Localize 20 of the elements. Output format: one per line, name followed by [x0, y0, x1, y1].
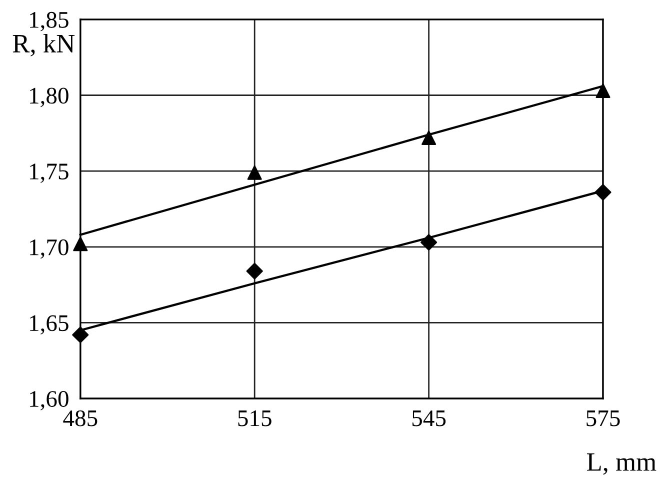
- point: [596, 83, 610, 98]
- y-tick-label: 1,60: [30, 391, 68, 410]
- x-tick-label: 485: [63, 410, 98, 426]
- point: [420, 234, 438, 251]
- point: [422, 130, 436, 145]
- x-tick-label: 545: [412, 410, 446, 426]
- x-tick-label: 575: [586, 410, 620, 426]
- x-axis-title: L, mm: [586, 453, 656, 475]
- y-tick-label: 1,65: [30, 315, 68, 335]
- point: [594, 184, 612, 201]
- point: [247, 165, 262, 180]
- y-axis-title: R, kN: [12, 34, 75, 56]
- y-tick-label: 1,75: [30, 164, 68, 183]
- y-tick-label: 1,70: [30, 239, 68, 259]
- y-tick-label: 1,85: [30, 12, 68, 32]
- point: [72, 326, 89, 344]
- y-tick-label: 1,80: [30, 88, 68, 108]
- point: [246, 262, 263, 280]
- point: [73, 236, 88, 252]
- x-tick-label: 515: [238, 410, 272, 426]
